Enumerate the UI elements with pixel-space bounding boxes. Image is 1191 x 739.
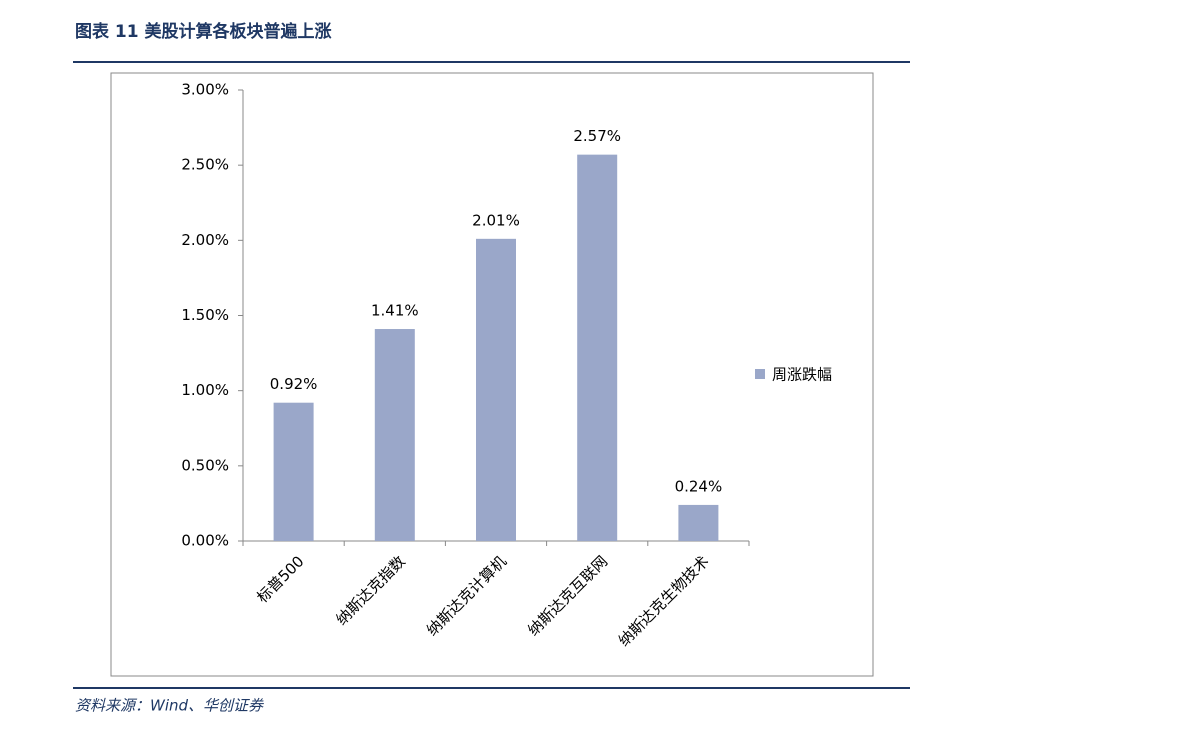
x-tick-label: 纳斯达克计算机 xyxy=(423,552,510,639)
data-label: 1.41% xyxy=(371,302,419,320)
data-label: 0.24% xyxy=(675,477,723,495)
y-tick-label: 1.50% xyxy=(181,306,229,324)
x-tick-label: 标普500 xyxy=(253,552,307,606)
chart-title: 图表 11 美股计算各板块普遍上涨 xyxy=(75,21,332,42)
y-tick-label: 3.00% xyxy=(181,81,229,99)
bar xyxy=(678,504,719,541)
bar xyxy=(273,402,314,541)
data-label: 2.57% xyxy=(573,127,621,145)
legend-swatch xyxy=(755,369,765,379)
x-tick-label: 纳斯达克生物技术 xyxy=(615,552,713,650)
legend-label: 周涨跌幅 xyxy=(772,366,832,384)
y-tick-label: 2.00% xyxy=(181,231,229,249)
y-tick-label: 2.50% xyxy=(181,156,229,174)
bar xyxy=(374,329,415,541)
source-note: 资料来源：Wind、华创证券 xyxy=(75,697,264,715)
y-tick-label: 1.00% xyxy=(181,381,229,399)
bar xyxy=(577,154,618,542)
bar xyxy=(476,238,516,541)
data-label: 0.92% xyxy=(270,375,318,393)
chart-frame xyxy=(110,72,874,677)
y-tick-label: 0.50% xyxy=(181,456,229,474)
x-tick-label: 纳斯达克互联网 xyxy=(524,552,611,639)
x-tick-label: 纳斯达克指数 xyxy=(332,552,408,628)
data-label: 2.01% xyxy=(472,211,520,229)
y-tick-label: 0.00% xyxy=(181,532,229,550)
